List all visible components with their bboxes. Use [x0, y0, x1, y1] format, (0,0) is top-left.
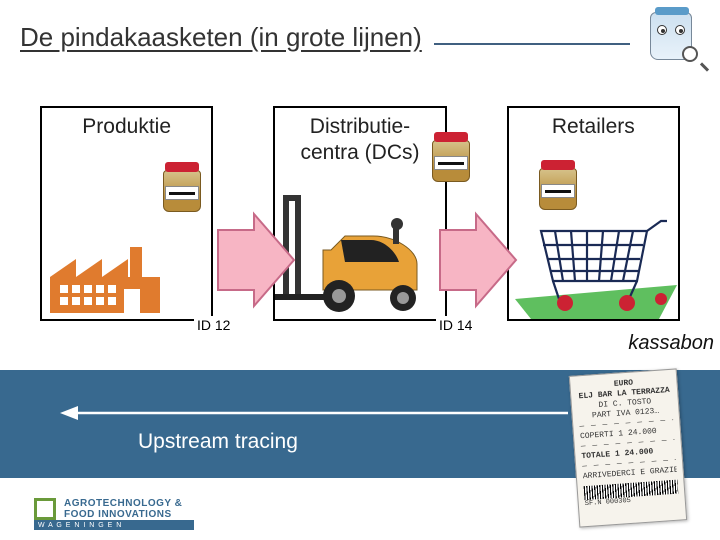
peanutbutter-jar-icon: [161, 162, 203, 212]
title-rule: [434, 43, 630, 45]
factory-icon: [50, 243, 160, 313]
stage-label: Retailers: [548, 108, 639, 140]
kassabon-label: kassabon: [628, 332, 714, 355]
peanutbutter-jar-icon: [430, 132, 472, 182]
stage-label: Distributie- centra (DCs): [296, 108, 423, 167]
upstream-tracing-arrow-icon: [60, 404, 570, 422]
footer-logo: AGROTECHNOLOGY & FOOD INNOVATIONS: [34, 498, 182, 520]
mascot-icon: [642, 8, 700, 66]
forklift-icon: [275, 190, 445, 315]
id-tag: ID 12: [194, 316, 233, 334]
logo-mark-icon: [34, 498, 56, 520]
shopping-cart-icon: [509, 203, 684, 323]
stage-retailers: Retailers: [507, 106, 680, 321]
stage-row: Produktie: [0, 66, 720, 331]
stage-dc: Distributie- centra (DCs): [273, 106, 446, 321]
logo-subbar: W A G E N I N G E N: [34, 520, 194, 530]
title-row: De pindakaasketen (in grote lijnen): [0, 0, 720, 66]
receipt-icon: EURO ELJ BAR LA TERRAZZA DI C. TOSTO PAR…: [569, 368, 687, 527]
stage-label: Produktie: [78, 108, 175, 140]
id-tag: ID 14: [436, 316, 475, 334]
upstream-tracing-label: Upstream tracing: [138, 430, 298, 454]
logo-text: AGROTECHNOLOGY & FOOD INNOVATIONS: [64, 498, 182, 520]
stage-produktie: Produktie: [40, 106, 213, 321]
page-title: De pindakaasketen (in grote lijnen): [20, 22, 422, 53]
